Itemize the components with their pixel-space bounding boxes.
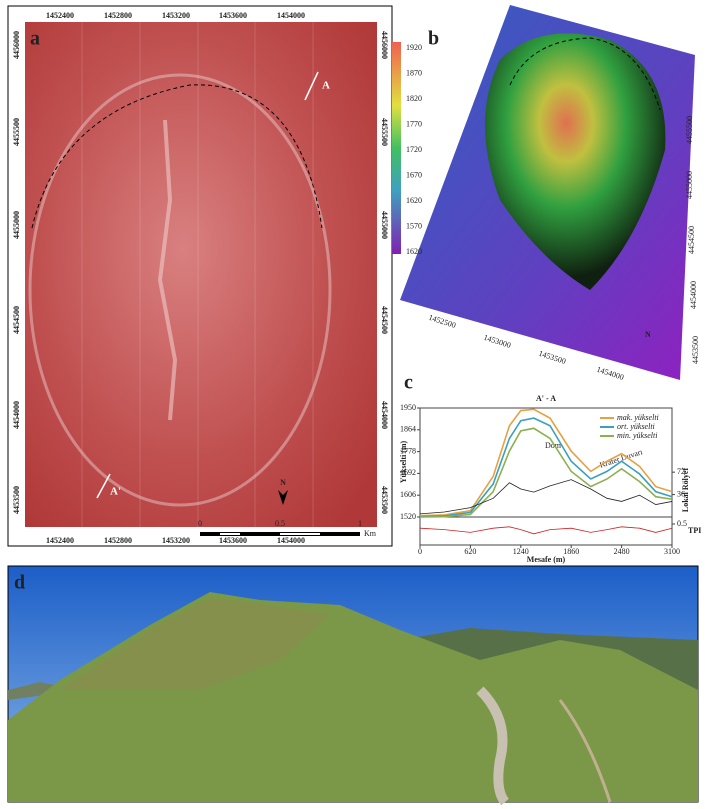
map-x-tick-label: 1453200 xyxy=(162,536,190,545)
legend-label: ort. yükselti xyxy=(617,422,655,431)
colorbar-label: 1770 xyxy=(406,119,422,128)
scale-unit: Km xyxy=(364,529,377,538)
map-y-tick-label: 4454000 xyxy=(689,281,698,309)
map-x-tick-label: 1454000 xyxy=(277,11,305,20)
legend-label: mak. yükselti xyxy=(617,413,659,422)
map-y-tick-label: 4455500 xyxy=(12,118,21,146)
colorbar-label: 1620 xyxy=(406,247,422,256)
map-y-tick-label: 4456000 xyxy=(12,31,21,59)
colorbar-label: 1870 xyxy=(406,68,422,77)
map-y-tick-label: 4453500 xyxy=(380,486,389,514)
map-y-tick-label: 4455000 xyxy=(380,211,389,239)
tpi-tick-label: 0.5 xyxy=(677,519,687,528)
map-x-tick-label: 1452800 xyxy=(104,536,132,545)
panel-label: c xyxy=(404,372,413,394)
profile-label: A xyxy=(322,80,330,92)
map-y-tick-label: 4456000 xyxy=(380,31,389,59)
map-y-tick-label: 4454500 xyxy=(12,306,21,334)
scale-label: 0.5 xyxy=(275,519,285,528)
x-tick-label: 1240 xyxy=(513,547,529,556)
y2-tick-label: 36 xyxy=(677,489,685,498)
map-y-tick-label: 4455500 xyxy=(685,116,694,144)
colorbar-label: 1720 xyxy=(406,145,422,154)
panel-label: b xyxy=(428,28,439,50)
map-x-tick-label: 1454000 xyxy=(277,536,305,545)
panel-label: a xyxy=(30,28,40,50)
north-label: N xyxy=(645,330,651,339)
map-y-tick-label: 4453500 xyxy=(12,486,21,514)
y2-tick-label: 72 xyxy=(677,467,685,476)
figure: A A' a N Km b N c A' - A Mesafe (m) Yüks… xyxy=(0,0,705,809)
map-y-tick-label: 4454500 xyxy=(380,306,389,334)
y-tick-label: 1778 xyxy=(400,446,416,455)
map-x-tick-label: 1453200 xyxy=(162,11,190,20)
colorbar-label: 1620 xyxy=(406,196,422,205)
scale-label: 0 xyxy=(198,519,202,528)
x-tick-label: 620 xyxy=(464,547,476,556)
map-y-tick-label: 4455000 xyxy=(12,211,21,239)
colorbar-label: 1820 xyxy=(406,94,422,103)
panel-c-frame xyxy=(400,380,682,562)
map-x-tick-label: 1453600 xyxy=(219,536,247,545)
x-tick-label: 3100 xyxy=(664,547,680,556)
map-y-tick-label: 4455500 xyxy=(380,118,389,146)
scale-bar xyxy=(220,533,240,535)
colorbar-label: 1920 xyxy=(406,43,422,52)
y-tick-label: 1520 xyxy=(400,512,416,521)
map-x-tick-label: 1452400 xyxy=(46,11,74,20)
x-tick-label: 1860 xyxy=(563,547,579,556)
colorbar-label: 1670 xyxy=(406,170,422,179)
colorbar-label: 1570 xyxy=(406,221,422,230)
y-tick-label: 1692 xyxy=(400,468,416,477)
profile-label: A' xyxy=(110,486,121,498)
legend-label: min. yükselti xyxy=(617,431,657,440)
map-x-tick-label: 1453600 xyxy=(219,11,247,20)
y-tick-label: 1950 xyxy=(400,403,416,412)
map-x-tick-label: 1452800 xyxy=(104,11,132,20)
colorbar xyxy=(392,42,401,254)
x-tick-label: 0 xyxy=(418,547,422,556)
map-y-tick-label: 4454500 xyxy=(687,226,696,254)
north-label: N xyxy=(280,478,286,487)
map-y-tick-label: 4455000 xyxy=(685,171,694,199)
map-y-tick-label: 4454000 xyxy=(380,401,389,429)
y-tick-label: 1864 xyxy=(400,425,416,434)
y-tick-label: 1606 xyxy=(400,490,416,499)
x-tick-label: 2480 xyxy=(614,547,630,556)
x-axis-label: Mesafe (m) xyxy=(527,555,566,564)
tpi-label: TPI xyxy=(688,526,701,535)
map-y-tick-label: 4453500 xyxy=(691,336,700,364)
panel-label: d xyxy=(14,572,25,594)
map-a xyxy=(25,22,377,527)
scale-label: 1 xyxy=(358,519,362,528)
map-y-tick-label: 4454000 xyxy=(12,401,21,429)
scale-bar xyxy=(280,533,320,535)
map-x-tick-label: 1452400 xyxy=(46,536,74,545)
chart-title: A' - A xyxy=(536,394,556,403)
